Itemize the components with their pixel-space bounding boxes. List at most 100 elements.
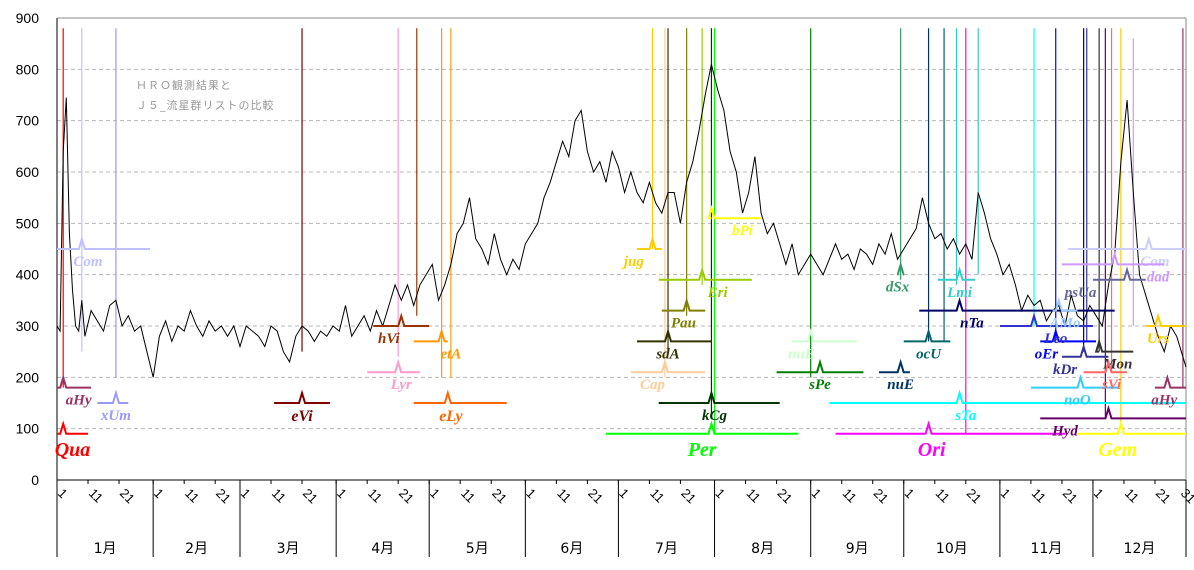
shower-cap: Cap [630,358,706,393]
shower-activity-bar [57,235,151,250]
shower-ocu: ocU [903,327,951,362]
shower-qua: Qua [55,420,90,461]
shower-activity-bar [829,389,1186,404]
shower-marker-lines [62,28,1184,434]
day-tick-label: 21 [774,486,795,507]
shower-activity-bar [413,389,507,404]
shower-eri: Eri [658,266,752,301]
shower-activity-bar [1068,235,1186,250]
day-tick-label: 11 [554,486,574,506]
shower-activity-bar [903,327,951,343]
y-tick-label: 400 [16,267,40,283]
shower-jug: jug [622,235,662,270]
shower-activity-bar [367,358,420,374]
shower-label: ocU [916,346,942,362]
shower-activity-bar [1083,358,1128,374]
shower-urs: Urs [1145,312,1186,347]
shower-activity-bar [630,358,706,374]
shower-ahy: aHy [1151,374,1186,409]
chart-note-line-2: Ｊ５_流星群リストの比較 [136,98,275,112]
month-label: 9月 [846,541,869,557]
day-tick-label: 11 [269,486,289,506]
shower-label: bPi [732,223,754,239]
shower-activity-bar [658,389,780,404]
month-label: 2月 [185,541,208,557]
day-tick-label: 11 [743,486,763,506]
shower-dsx: dSx [886,261,910,296]
y-tick-label: 800 [16,61,40,77]
month-label: 1月 [94,541,117,557]
shower-nue: nuE [788,327,858,362]
shower-label: eLy [439,408,463,425]
month-label: 6月 [560,541,583,557]
shower-label: Ori [918,439,946,461]
shower-label: Hyd [1051,423,1078,439]
shower-activity-bar [999,312,1093,327]
shower-activity-bar [637,235,662,250]
shower-leo: Leo [999,312,1093,347]
shower-activity-bar [1040,327,1097,343]
shower-hyd: Hyd [1040,404,1186,439]
shower-label: sdA [655,346,679,362]
shower-kcg: kCg [658,389,780,424]
day-tick-label: 21 [117,486,138,507]
day-tick-label: 11 [182,486,202,506]
shower-label: Com [1140,254,1169,270]
month-label: 10月 [936,541,968,557]
y-tick-label: 100 [16,421,40,437]
shower-activity-bar [1094,338,1134,353]
shower-activity-bar [637,327,712,343]
shower-label: sPe [808,377,831,393]
shower-label: Lmi [946,285,973,301]
shower-hvi: hVi [373,312,430,347]
shower-ely: eLy [413,389,507,425]
shower-activity-bar [97,389,129,404]
shower-activity-bar [274,389,330,404]
shower-per: Per [605,420,799,461]
shower-activity-bar [605,420,799,435]
shower-label: Com [73,254,102,270]
shower-label: aHy [66,393,92,409]
day-tick-label: 21 [1153,486,1174,507]
month-label: 5月 [466,541,489,557]
shower-lmi: Lmi [937,266,976,301]
shower-activity-bar [1040,404,1186,420]
y-tick-label: 300 [16,318,40,334]
shower-activity-bar [937,266,976,281]
y-tick-label: 0 [31,472,39,488]
chart-note: ＨＲＯ観測結果と Ｊ５_流星群リストの比較 [136,78,275,112]
shower-label: aHy [1151,393,1177,409]
shower-label: Urs [1147,331,1170,347]
day-tick-label: 21 [489,486,510,507]
shower-ahy: aHy [57,374,92,409]
month-label: 3月 [277,541,300,557]
shower-activity-bar [658,266,752,281]
shower-pau: Pau [661,297,706,332]
day-tick-label: 21 [585,486,606,507]
shower-activity-bar [1061,250,1165,266]
shower-label: hVi [378,331,401,347]
shower-activity-bar [1052,297,1078,312]
grid-lines [56,17,1187,481]
shower-gem: Gem [1077,420,1186,461]
shower-activity-bar [1154,374,1186,389]
shower-label: jug [622,254,645,270]
y-tick-label: 700 [16,113,40,129]
day-tick-label: 11 [647,486,667,506]
shower-label: xUm [100,408,131,424]
shower-com: Com [1068,235,1186,270]
shower-activity-bar [1145,312,1186,327]
y-tick-label: 600 [16,164,40,180]
shower-label: Pau [671,316,696,332]
shower-activity-bar [707,204,762,220]
shower-activity-bar [878,358,910,374]
shower-activity-bar [413,327,448,343]
day-tick-label: 11 [365,486,385,506]
day-tick-label: 11 [840,486,860,506]
shower-label: nTa [960,316,984,332]
day-tick-label: 11 [458,486,478,506]
shower-nue: nuE [878,358,914,393]
shower-activity-bar [57,420,89,435]
shower-activity-bar [835,420,1066,435]
month-label: 4月 [371,541,394,557]
